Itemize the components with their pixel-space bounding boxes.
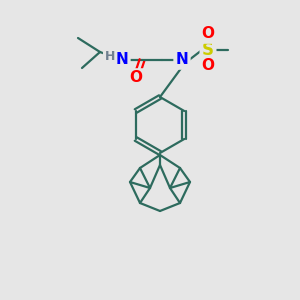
Text: O: O (202, 58, 214, 74)
Text: S: S (202, 41, 214, 59)
Text: N: N (176, 52, 188, 68)
Text: O: O (202, 26, 214, 41)
Text: H: H (105, 50, 115, 62)
Text: N: N (116, 52, 128, 68)
Text: O: O (130, 70, 142, 86)
